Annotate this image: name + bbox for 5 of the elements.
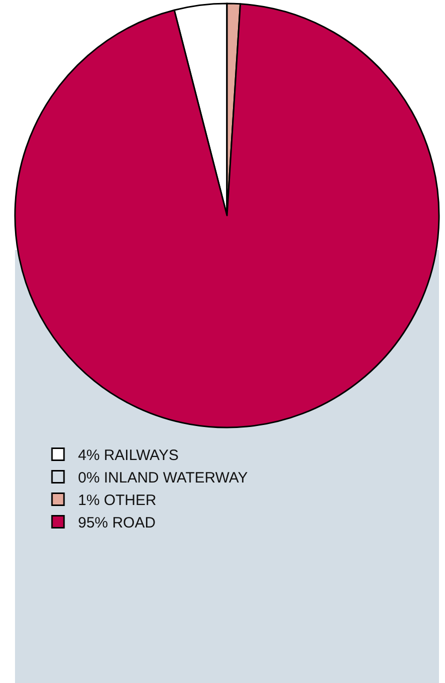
legend-label: 0% INLAND WATERWAY xyxy=(78,470,248,487)
legend-label: 4% RAILWAYS xyxy=(78,447,179,464)
legend-label: 1% OTHER xyxy=(78,492,157,510)
pie-slice xyxy=(14,3,440,428)
legend-label: 95% ROAD xyxy=(78,514,156,532)
